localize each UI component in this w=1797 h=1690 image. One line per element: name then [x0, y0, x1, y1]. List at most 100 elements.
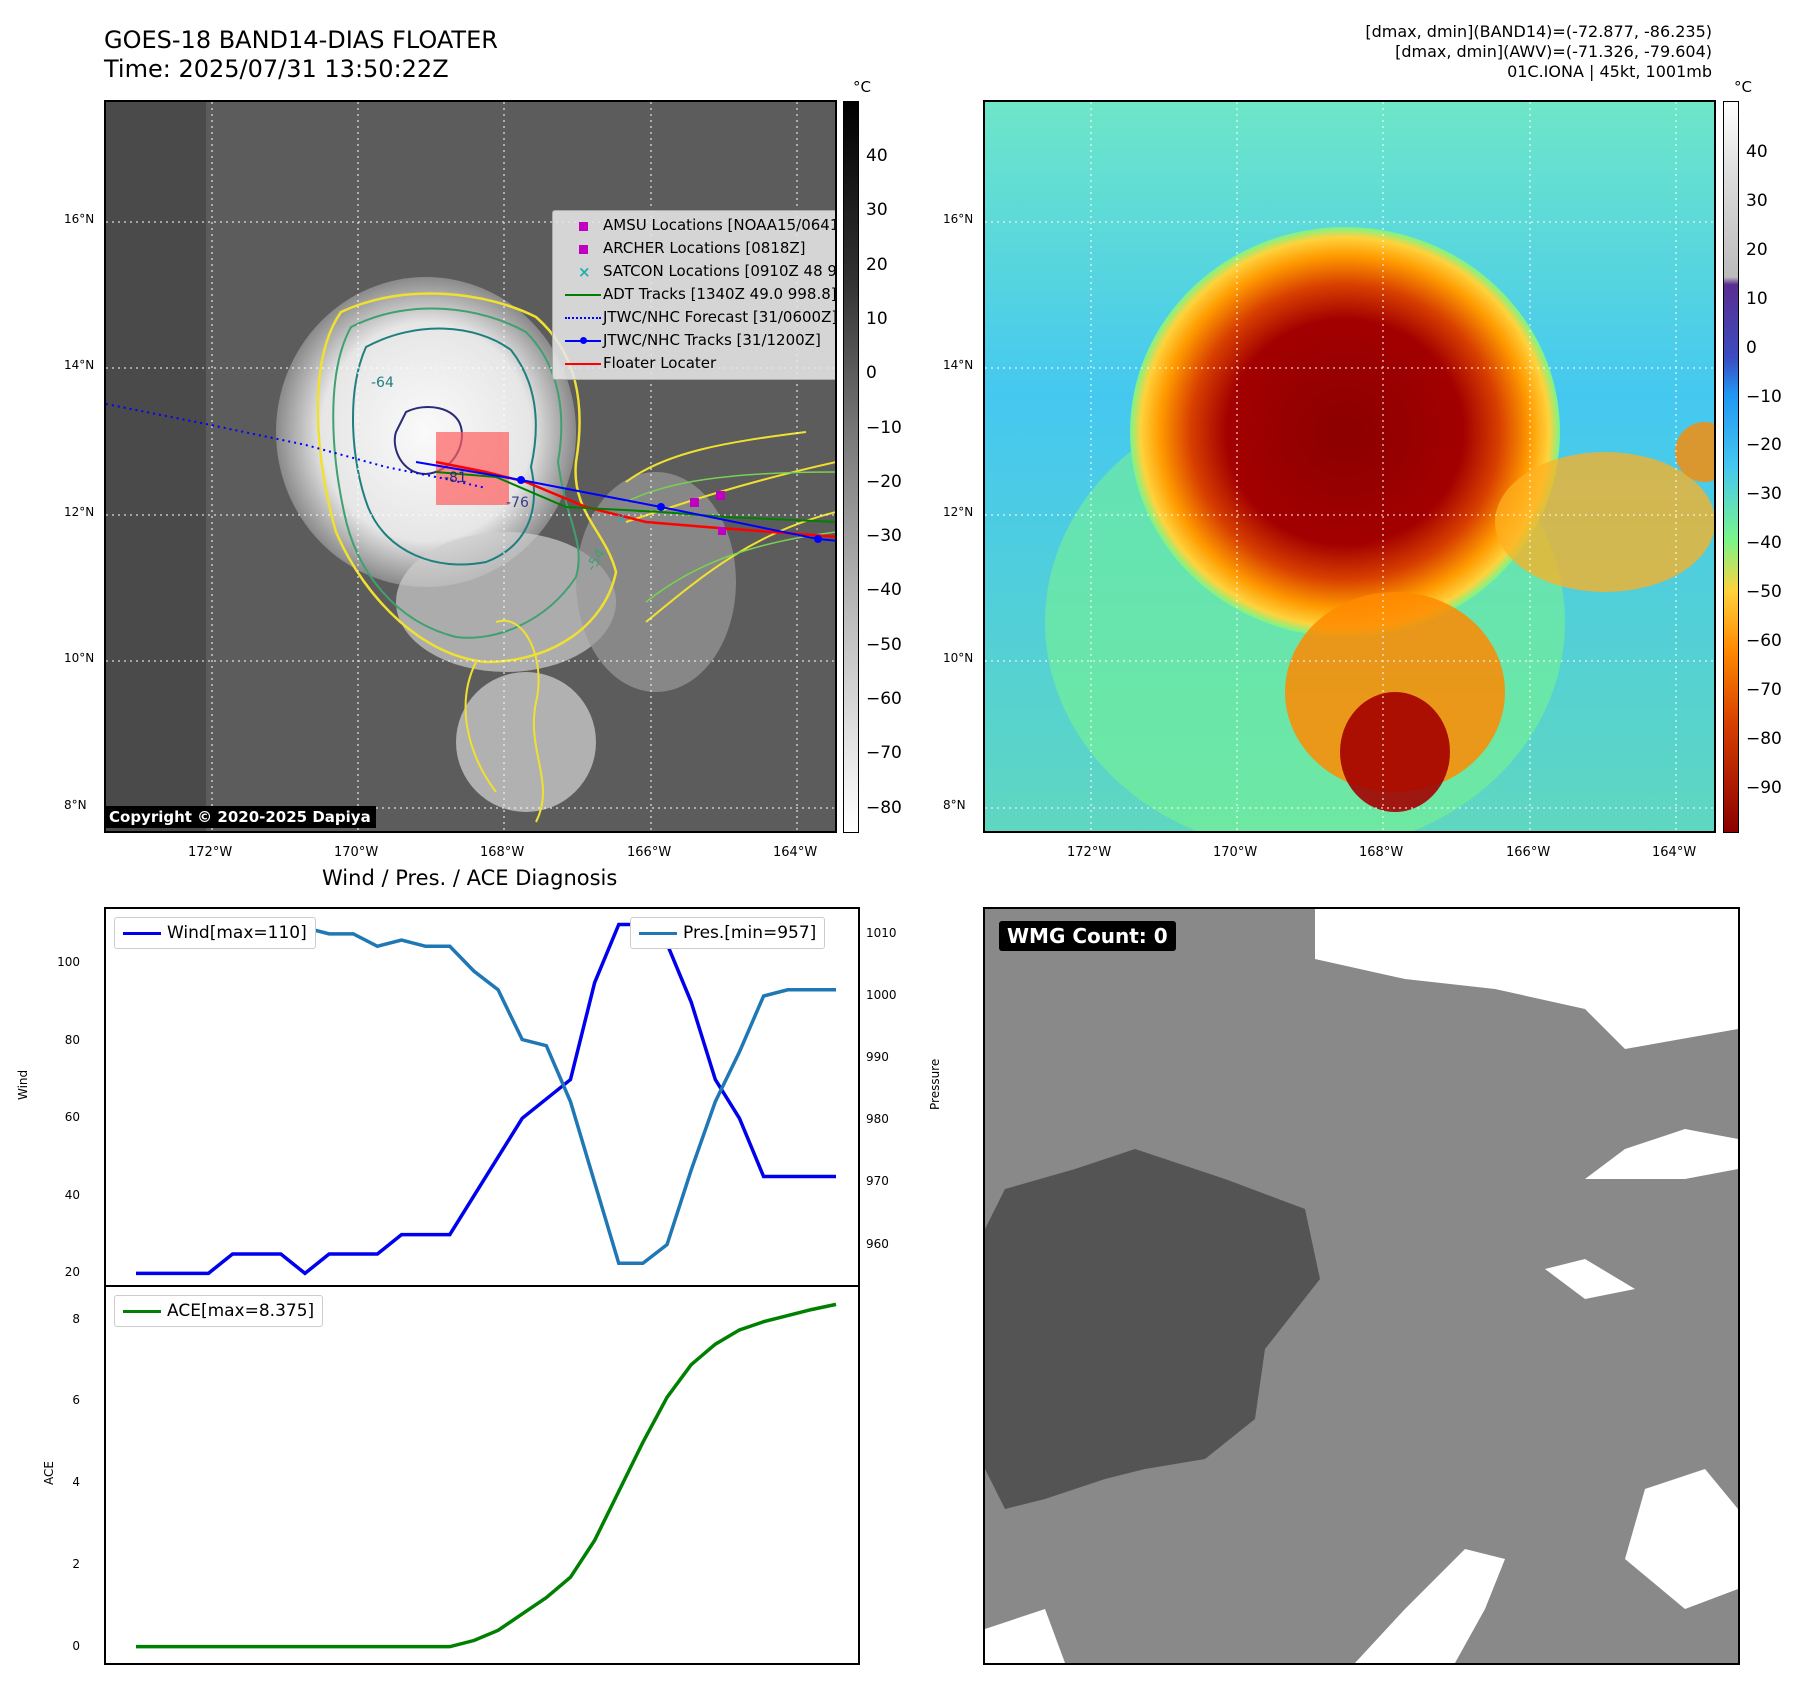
- wmg-panel: WMG Count: 0: [983, 907, 1740, 1665]
- ace-chart: ACE[max=8.375]: [104, 1285, 860, 1665]
- legend-satcon-label: SATCON Locations [0910Z 48 999]: [603, 262, 837, 280]
- bw-colorbar-tick: 10: [866, 308, 888, 329]
- diagnosis-title: Wind / Pres. / ACE Diagnosis: [322, 866, 618, 890]
- wmg-count-badge: WMG Count: 0: [999, 921, 1176, 951]
- color-colorbar-tick: −80: [1746, 728, 1782, 749]
- lon-label: 172°W: [1067, 845, 1112, 860]
- awv-map-image: [985, 102, 1714, 831]
- legend-jtwc-label: JTWC/NHC Tracks [31/1200Z]: [603, 331, 821, 349]
- lon-label: 172°W: [188, 845, 233, 860]
- wind-legend-label: Wind[max=110]: [167, 923, 307, 943]
- legend-adt: ADT Tracks [1340Z 49.0 998.8]: [563, 284, 837, 304]
- color-colorbar-tick: 30: [1746, 190, 1768, 211]
- bw-colorbar-tick: −50: [866, 634, 902, 655]
- awv-map-panel: [983, 100, 1716, 833]
- lon-label: 164°W: [773, 845, 818, 860]
- ace-legend-label: ACE[max=8.375]: [167, 1301, 315, 1321]
- svg-text:×: ×: [616, 511, 626, 525]
- figure-title: GOES-18 BAND14-DIAS FLOATER Time: 2025/0…: [104, 26, 498, 84]
- bw-colorbar-tick: 20: [866, 254, 888, 275]
- color-colorbar-tick: −70: [1746, 679, 1782, 700]
- pressure-series-line: [136, 925, 836, 1265]
- ace-legend: ACE[max=8.375]: [114, 1295, 324, 1327]
- ace-series-line: [136, 1302, 837, 1649]
- wind-tick: 60: [64, 1110, 80, 1125]
- contour-label-64: -64: [371, 375, 394, 391]
- lon-label: 168°W: [1359, 845, 1404, 860]
- ace-tick: 4: [72, 1475, 80, 1490]
- wind-tick: 40: [64, 1187, 80, 1202]
- bw-colorbar-unit: °C: [853, 78, 871, 96]
- wind-tick: 20: [64, 1265, 80, 1280]
- lon-label: 166°W: [627, 845, 672, 860]
- legend-satcon: × SATCON Locations [0910Z 48 999]: [563, 261, 837, 281]
- legend-archer: ARCHER Locations [0818Z]: [563, 238, 806, 258]
- lat-label: 14°N: [943, 358, 974, 372]
- forecast-track: [106, 403, 487, 489]
- color-colorbar-tick: −30: [1746, 484, 1782, 505]
- lat-label: 14°N: [64, 358, 95, 372]
- pressure-axis-label: Pressure: [928, 1058, 942, 1110]
- color-colorbar: [1723, 101, 1739, 833]
- pressure-legend: Pres.[min=957]: [630, 917, 826, 949]
- legend-amsu: AMSU Locations [NOAA15/0641Z 46 997]: [563, 215, 835, 235]
- lon-label: 164°W: [1652, 845, 1697, 860]
- lat-label: 8°N: [64, 798, 87, 812]
- color-colorbar-tick: −90: [1746, 777, 1782, 798]
- ace-plot: [136, 1302, 837, 1649]
- wind-tick: 100: [57, 955, 80, 970]
- ace-tick: 0: [72, 1638, 80, 1653]
- color-colorbar-tick: 0: [1746, 337, 1757, 358]
- copyright-badge: Copyright © 2020-2025 Dapiya: [104, 806, 376, 828]
- ace-tick: 8: [72, 1311, 80, 1326]
- figure-info: [dmax, dmin](BAND14)=(-72.877, -86.235) …: [1365, 22, 1712, 82]
- storm-info: 01C.IONA | 45kt, 1001mb: [1507, 62, 1712, 81]
- band14-range: [dmax, dmin](BAND14)=(-72.877, -86.235): [1365, 22, 1712, 41]
- color-colorbar-tick: −40: [1746, 533, 1782, 554]
- contour-label-81: -81: [444, 470, 467, 486]
- legend-archer-label: ARCHER Locations [0818Z]: [603, 239, 806, 257]
- bw-colorbar-tick: 30: [866, 200, 888, 221]
- wmg-image: [985, 909, 1738, 1663]
- lat-label: 16°N: [64, 212, 95, 226]
- adt-track: [435, 471, 835, 523]
- map-legend: AMSU Locations [NOAA15/0641Z 46 997] ARC…: [552, 210, 837, 380]
- color-colorbar-tick: −50: [1746, 582, 1782, 603]
- bw-colorbar-tick: 40: [866, 146, 888, 166]
- bw-colorbar: [843, 101, 859, 833]
- lon-label: 168°W: [480, 845, 525, 860]
- bw-colorbar-tick: −70: [866, 743, 902, 764]
- color-colorbar-tick: 10: [1746, 288, 1768, 309]
- wind-tick: 80: [64, 1032, 80, 1047]
- wind-legend: Wind[max=110]: [114, 917, 316, 949]
- wind-pressure-plot: [136, 922, 836, 1276]
- lat-label: 16°N: [943, 212, 974, 226]
- legend-floater: Floater Locater: [563, 353, 716, 373]
- bw-colorbar-tick: −40: [866, 580, 902, 601]
- pressure-legend-label: Pres.[min=957]: [683, 923, 817, 943]
- bw-colorbar-tick: −20: [866, 471, 902, 492]
- bw-colorbar-tick: −60: [866, 689, 902, 709]
- figure-title-line1: GOES-18 BAND14-DIAS FLOATER: [104, 26, 498, 54]
- lat-label: 10°N: [64, 651, 95, 665]
- lat-label: 12°N: [943, 505, 974, 519]
- color-colorbar-tick: −60: [1746, 631, 1782, 651]
- legend-adt-label: ADT Tracks [1340Z 49.0 998.8]: [603, 285, 837, 303]
- pressure-tick: 970: [866, 1174, 889, 1189]
- pressure-tick: 990: [866, 1050, 889, 1065]
- amsu-marker: [716, 491, 725, 500]
- bw-colorbar-tick: −80: [866, 797, 902, 818]
- legend-jtwc: JTWC/NHC Tracks [31/1200Z]: [563, 330, 821, 350]
- pressure-tick: 960: [866, 1236, 889, 1251]
- color-colorbar-tick: −10: [1746, 386, 1782, 407]
- color-colorbar-tick: −20: [1746, 435, 1782, 456]
- lon-label: 170°W: [334, 845, 379, 860]
- wind-series-line: [136, 922, 836, 1276]
- legend-amsu-label: AMSU Locations [NOAA15/0641Z 46 997]: [603, 216, 835, 234]
- color-colorbar-tick: 20: [1746, 239, 1768, 260]
- lat-label: 10°N: [943, 651, 974, 665]
- color-colorbar-tick: 40: [1746, 142, 1768, 162]
- bw-colorbar-tick: −30: [866, 526, 902, 547]
- pressure-tick: 1000: [866, 988, 897, 1002]
- ace-tick: 2: [72, 1556, 80, 1571]
